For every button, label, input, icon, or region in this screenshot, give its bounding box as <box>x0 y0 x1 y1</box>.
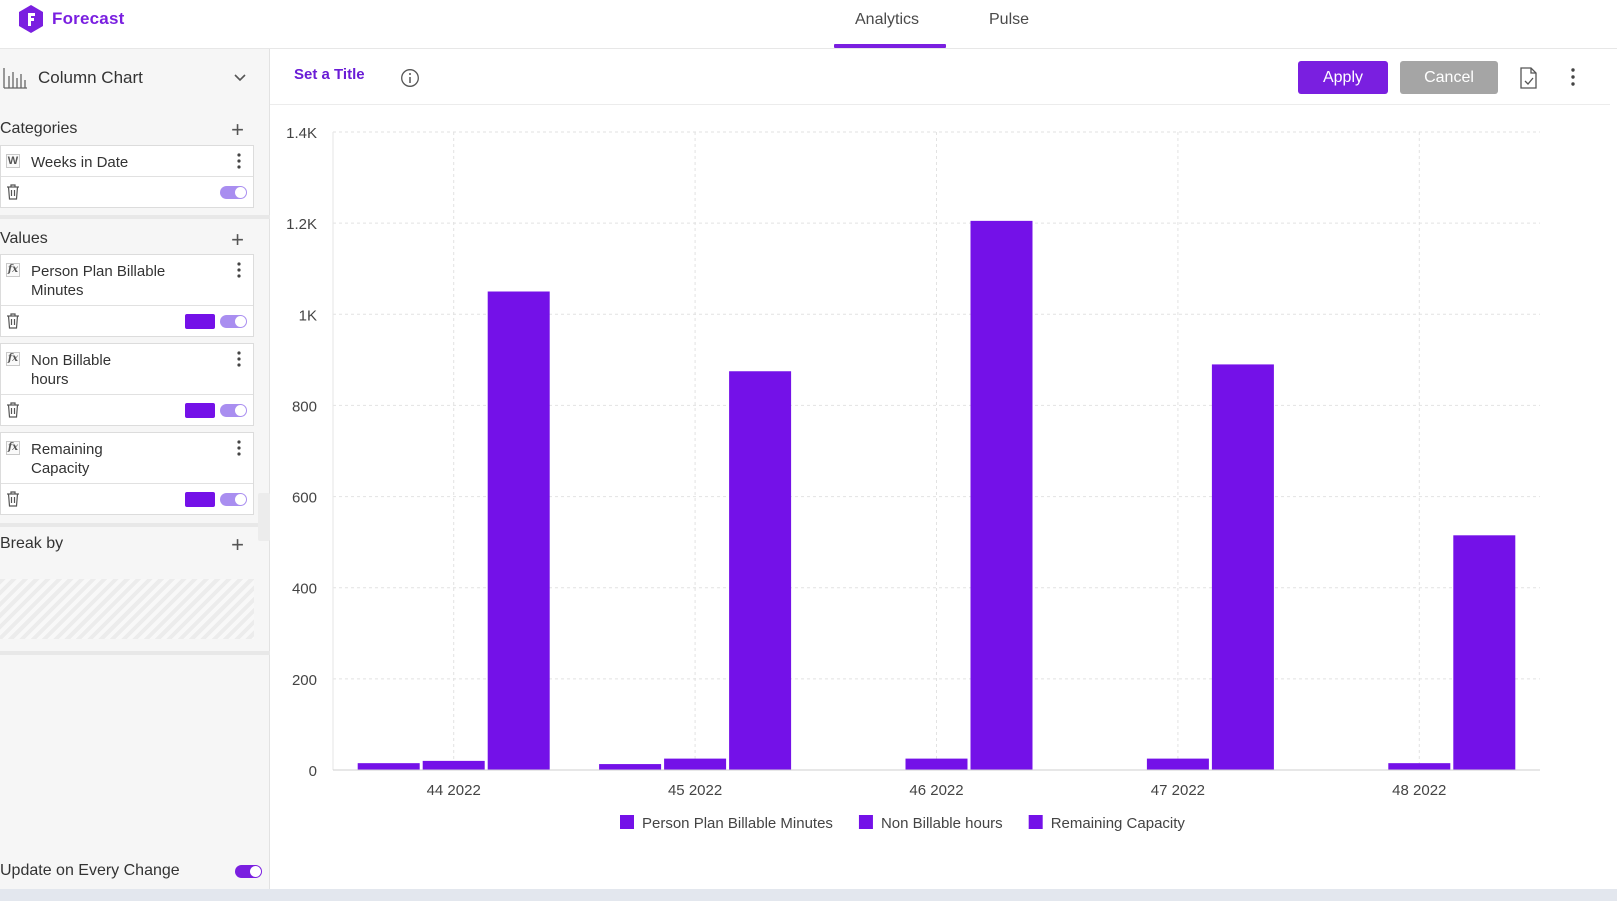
active-tab-indicator <box>834 44 946 48</box>
formula-tag: fx <box>6 352 20 366</box>
column-chart-svg: 0 200 400 600 800 1K 1.2K 1.4K 44 2022 45 2022 46 … <box>286 125 1540 832</box>
y-tick-label: 800 <box>292 398 317 415</box>
bar <box>1388 763 1451 770</box>
series-color-swatch[interactable] <box>185 492 215 507</box>
info-icon[interactable] <box>400 68 420 88</box>
break-by-drop-zone[interactable] <box>0 579 254 639</box>
series-visibility-toggle[interactable] <box>220 315 247 328</box>
set-title-link[interactable]: Set a Title <box>294 66 365 83</box>
x-tick-label: 46 2022 <box>909 782 963 799</box>
categories-title: Categories <box>0 120 78 137</box>
section-divider <box>0 651 270 655</box>
series-color-swatch[interactable] <box>185 403 215 418</box>
value-label: Remaining Capacity <box>31 441 103 477</box>
values-section-header: Values + <box>0 227 258 252</box>
trash-icon[interactable] <box>6 184 20 200</box>
add-break-by-plus-icon[interactable]: + <box>231 532 244 557</box>
x-tick-label: 48 2022 <box>1392 782 1446 799</box>
kebab-menu-icon[interactable] <box>237 261 241 279</box>
x-tick-label: 45 2022 <box>668 782 722 799</box>
values-title: Values <box>0 230 48 247</box>
brand-logo[interactable]: Forecast <box>18 4 124 34</box>
update-on-change-label: Update on Every Change <box>0 862 180 879</box>
sidebar-collapse-handle[interactable] <box>258 493 270 541</box>
value-card[interactable]: fx Person Plan Billable Minutes <box>0 254 254 337</box>
chart-type-label: Column Chart <box>38 68 143 87</box>
bar <box>487 291 550 770</box>
value-label: Person Plan Billable Minutes <box>31 263 166 299</box>
series-visibility-toggle[interactable] <box>220 493 247 506</box>
chart-config-sidebar: Column Chart Categories + W Weeks in Dat… <box>0 49 270 889</box>
forecast-logo-icon <box>19 5 43 33</box>
category-visibility-toggle[interactable] <box>220 186 247 199</box>
y-tick-label: 1.4K <box>286 125 317 142</box>
category-label: Weeks in Date <box>31 154 129 171</box>
legend-swatch <box>620 815 634 829</box>
legend-label: Non Billable hours <box>881 815 1003 832</box>
value-card[interactable]: fx Non Billable hours <box>0 343 254 426</box>
kebab-menu-icon[interactable] <box>237 439 241 457</box>
kebab-menu-icon[interactable] <box>237 152 241 170</box>
break-by-section-header: Break by + <box>0 532 258 557</box>
tab-analytics[interactable]: Analytics <box>855 11 920 28</box>
chart-type-dropdown[interactable]: Column Chart <box>0 61 258 95</box>
cancel-button[interactable]: Cancel <box>1400 61 1498 94</box>
bar <box>664 758 727 770</box>
y-tick-label: 1K <box>299 307 317 324</box>
y-tick-label: 400 <box>292 581 317 598</box>
bar <box>1453 535 1516 770</box>
series-visibility-toggle[interactable] <box>220 404 247 417</box>
series-color-swatch[interactable] <box>185 314 215 329</box>
column-chart: 0 200 400 600 800 1K 1.2K 1.4K 44 2022 45 2022 46 … <box>270 105 1610 889</box>
section-divider <box>0 215 270 219</box>
section-divider <box>0 523 270 527</box>
x-tick-label: 44 2022 <box>427 782 481 799</box>
y-tick-label: 600 <box>292 490 317 507</box>
bar <box>905 758 968 770</box>
y-tick-label: 0 <box>309 763 317 780</box>
trash-icon[interactable] <box>6 491 20 507</box>
formula-tag: fx <box>6 263 20 277</box>
column-chart-icon <box>3 68 27 89</box>
top-navigation-bar: Forecast Analytics Pulse <box>0 0 1617 49</box>
window-bottom-edge <box>0 889 1617 901</box>
x-tick-label: 47 2022 <box>1151 782 1205 799</box>
bar <box>1211 364 1274 770</box>
more-options-icon[interactable] <box>1570 67 1576 87</box>
legend-label: Remaining Capacity <box>1051 815 1186 832</box>
tab-pulse[interactable]: Pulse <box>989 11 1030 28</box>
legend-swatch <box>858 815 873 829</box>
brand-name: Forecast <box>52 9 125 28</box>
bar <box>1146 758 1209 770</box>
categories-section-header: Categories + <box>0 117 258 142</box>
update-on-change-toggle[interactable] <box>235 865 262 878</box>
formula-tag: fx <box>6 441 20 455</box>
chevron-down-icon[interactable] <box>232 69 248 85</box>
y-tick-label: 1.2K <box>286 216 317 233</box>
apply-button[interactable]: Apply <box>1298 61 1388 94</box>
kebab-menu-icon[interactable] <box>237 350 241 368</box>
bar <box>422 760 485 770</box>
category-type-tag: W <box>6 154 20 168</box>
add-category-plus-icon[interactable]: + <box>231 117 244 142</box>
chart-toolbar: Set a Title Apply Cancel <box>270 49 1610 105</box>
bar <box>729 371 792 770</box>
break-by-title: Break by <box>0 535 64 552</box>
category-card[interactable]: W Weeks in Date <box>0 145 254 208</box>
value-label: Non Billable hours <box>31 352 112 388</box>
add-value-plus-icon[interactable]: + <box>231 227 244 252</box>
export-document-icon[interactable] <box>1518 67 1538 89</box>
bar <box>357 763 420 770</box>
bar <box>970 220 1033 771</box>
legend-label: Person Plan Billable Minutes <box>642 815 833 832</box>
trash-icon[interactable] <box>6 402 20 418</box>
bar <box>599 764 662 770</box>
y-tick-label: 200 <box>292 672 317 689</box>
trash-icon[interactable] <box>6 313 20 329</box>
update-on-change-row: Update on Every Change <box>0 862 262 880</box>
legend-swatch <box>1028 815 1043 829</box>
value-card[interactable]: fx Remaining Capacity <box>0 432 254 515</box>
